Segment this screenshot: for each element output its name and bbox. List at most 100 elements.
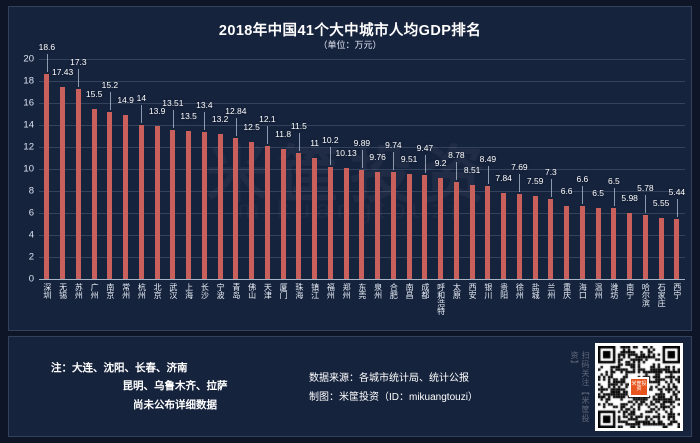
bar-value-label: 11.8 — [275, 129, 292, 140]
bar-item[interactable]: 8.51 — [464, 59, 480, 279]
bar[interactable] — [170, 130, 176, 279]
bar[interactable] — [422, 174, 428, 279]
bar[interactable] — [564, 206, 570, 279]
bar[interactable] — [501, 192, 507, 279]
bar-item[interactable]: 9.89 — [354, 59, 370, 279]
bar[interactable] — [312, 158, 318, 279]
bar-item[interactable]: 6.6 — [575, 59, 591, 279]
bar-item[interactable]: 8.78 — [448, 59, 465, 279]
bar[interactable] — [107, 111, 113, 279]
bar[interactable] — [390, 171, 396, 279]
bar[interactable] — [359, 170, 365, 279]
bar-item[interactable]: 5.44 — [669, 59, 685, 279]
x-axis-cell: 佛山 — [244, 283, 260, 330]
bar[interactable] — [595, 207, 601, 279]
bar[interactable] — [154, 126, 160, 279]
x-axis-cell: 太原 — [449, 283, 465, 330]
qr-code[interactable]: 米筐投资 — [595, 343, 683, 431]
bar[interactable] — [217, 133, 223, 279]
bar-item[interactable]: 7.3 — [543, 59, 559, 279]
bar-item[interactable]: 9.51 — [401, 59, 417, 279]
bar-item[interactable]: 10.2 — [322, 59, 339, 279]
x-axis-tick-label: 银川 — [483, 283, 493, 299]
bar[interactable] — [249, 141, 255, 279]
bar[interactable] — [627, 213, 633, 279]
bar-item[interactable]: 12.5 — [243, 59, 260, 279]
bar[interactable] — [343, 167, 349, 279]
bar-value-label: 7.59 — [526, 175, 544, 186]
x-axis-cell: 哈尔滨 — [638, 283, 654, 330]
bar[interactable] — [44, 74, 50, 279]
bar-item[interactable]: 13.4 — [196, 59, 213, 279]
bar-item[interactable]: 13.5 — [180, 59, 197, 279]
data-source-line: 数据来源：各城市统计局、统计公报 — [309, 373, 469, 384]
label-leader-line — [235, 117, 237, 136]
bar[interactable] — [611, 207, 617, 279]
bar[interactable] — [548, 198, 554, 279]
bar-item[interactable]: 13.9 — [149, 59, 165, 279]
bar[interactable] — [579, 206, 585, 279]
footer-panel: 注：大连、沈阳、长春、济南 昆明、乌鲁木齐、拉萨 尚未公布详细数据 数据来源：各城市… — [8, 336, 692, 437]
bar[interactable] — [516, 194, 522, 279]
bar-item[interactable]: 15.5 — [86, 59, 102, 279]
x-axis-tick-label: 佛山 — [247, 283, 257, 299]
bar-item[interactable]: 15.2 — [102, 59, 118, 279]
bar-item[interactable]: 9.76 — [369, 59, 386, 279]
bar-item[interactable]: 5.55 — [653, 59, 669, 279]
bar-item[interactable]: 7.59 — [527, 59, 543, 279]
bar[interactable] — [123, 115, 129, 279]
bar[interactable] — [201, 131, 207, 279]
bar-item[interactable]: 6.5 — [606, 59, 622, 279]
bar[interactable] — [485, 185, 491, 279]
gridline: 0 — [29, 274, 685, 285]
bar-item[interactable]: 12.84 — [225, 59, 247, 279]
bar[interactable] — [296, 152, 302, 279]
bar-item[interactable]: 11.8 — [275, 59, 291, 279]
bar-item[interactable]: 17.43 — [52, 59, 73, 279]
bar[interactable] — [674, 219, 680, 279]
bar-item[interactable]: 8.49 — [480, 59, 496, 279]
bar[interactable] — [280, 149, 286, 279]
bar-item[interactable]: 18.6 — [39, 42, 55, 279]
bar-item[interactable]: 11.5 — [291, 59, 307, 279]
bar-item[interactable]: 6.6 — [559, 59, 575, 279]
bar[interactable] — [91, 108, 97, 279]
bar-item[interactable]: 14.9 — [117, 59, 134, 279]
bar[interactable] — [453, 182, 459, 279]
x-axis-tick-label: 苏州 — [74, 283, 84, 299]
bar-item[interactable]: 13.2 — [212, 59, 228, 279]
bar-item[interactable]: 5.98 — [621, 59, 638, 279]
bar[interactable] — [264, 145, 270, 279]
bar[interactable] — [438, 177, 444, 279]
bar-item[interactable]: 14 — [134, 59, 150, 279]
bar-item[interactable]: 13.51 — [162, 59, 184, 279]
bar[interactable] — [233, 137, 239, 279]
bar[interactable] — [60, 87, 66, 279]
bar-item[interactable]: 7.84 — [495, 59, 512, 279]
x-axis-cell: 西宁 — [669, 283, 685, 330]
bar[interactable] — [327, 166, 333, 279]
bar-item[interactable]: 17.3 — [70, 57, 87, 279]
bar-item[interactable]: 5.78 — [637, 59, 654, 279]
bar-value-label: 13.9 — [148, 106, 166, 117]
bar-item[interactable]: 7.69 — [511, 59, 528, 279]
x-axis-cell: 上海 — [181, 283, 197, 330]
bar[interactable] — [186, 130, 192, 279]
bar[interactable] — [75, 88, 81, 279]
bar-item[interactable]: 9.2 — [433, 59, 449, 279]
bar-item[interactable]: 9.74 — [385, 59, 402, 279]
bar[interactable] — [375, 171, 381, 279]
bar[interactable] — [532, 195, 538, 279]
bar-item[interactable]: 11 — [307, 59, 323, 279]
bar[interactable] — [658, 217, 664, 279]
bar-item[interactable]: 9.47 — [417, 59, 433, 279]
bar[interactable] — [642, 215, 648, 279]
bar[interactable] — [406, 174, 412, 279]
bar-value-label: 6.5 — [607, 175, 620, 186]
bar-item[interactable]: 6.5 — [590, 59, 606, 279]
bar-item[interactable]: 12.1 — [259, 59, 276, 279]
bar-item[interactable]: 10.13 — [335, 59, 357, 279]
bar[interactable] — [469, 185, 475, 279]
bar[interactable] — [138, 125, 144, 279]
x-axis-cell: 盐城 — [527, 283, 543, 330]
